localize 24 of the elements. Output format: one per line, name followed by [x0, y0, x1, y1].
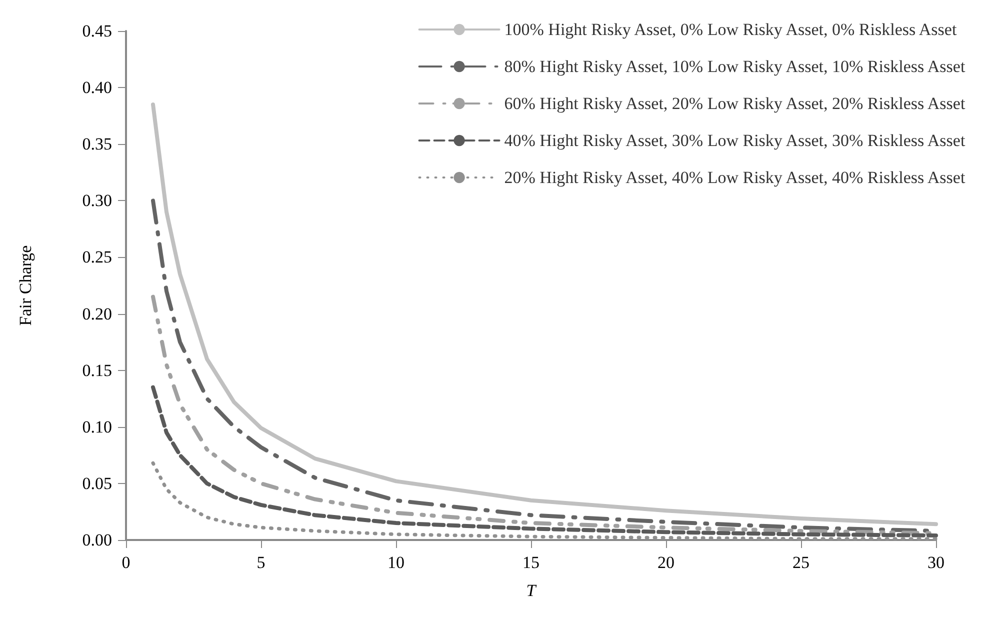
legend-label: 20% Hight Risky Asset, 40% Low Risky Asset, 40% Riskless Asset [504, 168, 966, 187]
x-axis-title: T [526, 581, 538, 600]
y-tick-label: 0.30 [82, 191, 112, 210]
y-tick-label: 0.20 [82, 304, 112, 324]
x-tick-label: 25 [792, 553, 810, 572]
legend-label: 60% Hight Risky Asset, 20% Low Risky Asset, 20% Riskless Asset [504, 94, 966, 113]
y-axis-title: Fair Charge [16, 245, 35, 326]
legend-label: 40% Hight Risky Asset, 30% Low Risky Asset, 30% Riskless Asset [504, 131, 966, 150]
y-tick-label: 0.45 [82, 22, 112, 40]
x-tick-label: 30 [928, 553, 944, 572]
x-tick-label: 15 [522, 553, 540, 572]
y-tick-label: 0.25 [82, 248, 112, 267]
x-tick-label: 5 [256, 553, 266, 572]
y-tick-label: 0.10 [82, 417, 112, 436]
y-tick-label: 0.15 [82, 360, 112, 380]
y-tick-label: 0.40 [82, 78, 112, 98]
y-tick-label: 0.00 [82, 530, 112, 550]
y-tick-label: 0.35 [82, 134, 112, 154]
y-tick-label: 0.05 [82, 474, 112, 493]
x-tick-label: 10 [388, 553, 404, 572]
x-tick-label: 20 [658, 553, 674, 572]
legend-label: 100% Hight Risky Asset, 0% Low Risky Asset, 0% Riskless Asset [504, 20, 957, 39]
legend-label: 80% Hight Risky Asset, 10% Low Risky Asset, 10% Riskless Asset [504, 57, 966, 76]
x-tick-label: 0 [122, 553, 130, 572]
